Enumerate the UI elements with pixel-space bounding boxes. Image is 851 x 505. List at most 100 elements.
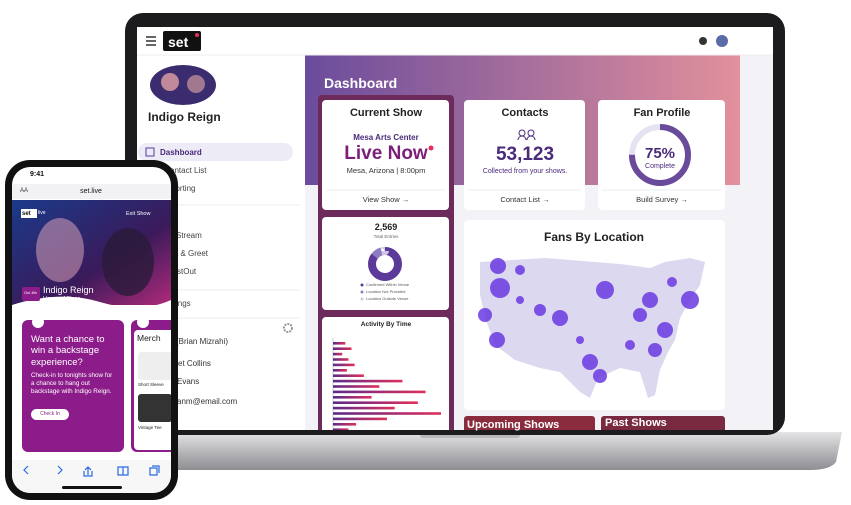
entries-total: 2,569 <box>374 222 398 232</box>
live-dot <box>428 145 434 151</box>
fan-percent: 75% <box>644 145 676 162</box>
contact-name: Evans <box>177 377 200 386</box>
activity-bar <box>333 412 441 415</box>
url-bar <box>12 184 171 199</box>
link[interactable]: Build Survey → <box>636 195 688 204</box>
artist-name: Indigo Reign <box>148 110 221 124</box>
card-title: Past Shows <box>605 417 667 429</box>
activity-bar <box>333 363 355 367</box>
activity-bar <box>333 342 346 345</box>
activity-bar <box>333 396 372 399</box>
legend-label: Confirmed Within Venue <box>366 282 410 287</box>
card-title: Upcoming Shows <box>467 419 560 431</box>
activity-bar <box>333 406 395 410</box>
card-title: Fan Profile <box>633 107 691 119</box>
activity-bar <box>333 428 349 430</box>
entries-label: Total Entries <box>373 234 399 239</box>
activity-bar <box>333 369 347 372</box>
nav-item[interactable]: ontact List <box>170 166 207 175</box>
home-indicator <box>62 486 122 489</box>
promo-icon <box>32 316 44 328</box>
map-bubbles <box>478 258 699 383</box>
activity-bar <box>333 401 418 404</box>
nav-icon <box>145 147 155 157</box>
card-title: Contacts <box>501 107 549 119</box>
logo-dot <box>195 33 199 37</box>
card <box>322 217 449 310</box>
fan-caption: Complete <box>645 163 675 170</box>
upcoming-card <box>464 416 595 430</box>
legend-label: Location Not Provided <box>366 289 406 294</box>
legend-swatch <box>360 297 364 301</box>
card <box>322 100 449 210</box>
phone-venue: House of Blues <box>43 296 81 302</box>
nav-item[interactable]: t & Greet <box>176 249 209 258</box>
card <box>598 100 725 210</box>
merch-item: Short Sleeve <box>138 382 164 387</box>
activity-bar <box>333 385 380 388</box>
activity-bar <box>333 390 426 394</box>
nav-item[interactable]: stOut <box>177 267 197 276</box>
ring-progress <box>629 124 691 186</box>
activity-bar <box>333 374 364 377</box>
contact-email: anm@email.com <box>177 397 238 406</box>
show-date: Oct 4th <box>24 290 37 295</box>
location: Mesa, Arizona | 8:00pm <box>346 166 426 175</box>
link[interactable]: Contact List → <box>500 195 550 204</box>
merch-icon <box>137 316 149 328</box>
user-icon <box>716 35 728 47</box>
page-title: Dashboard <box>324 75 398 91</box>
phone-logo: set <box>22 211 31 217</box>
phone-logo-suffix: live <box>38 210 46 216</box>
merch-title: Merch <box>137 333 161 343</box>
legend-swatch <box>360 283 364 287</box>
menu-icon <box>146 36 156 46</box>
merch-image <box>138 394 171 422</box>
exit-show[interactable]: Exit Show <box>126 211 151 217</box>
activity-bar <box>333 423 357 426</box>
promo-title: Want a chance to win a backstage experie… <box>31 334 105 368</box>
url[interactable]: set.live <box>80 188 102 195</box>
legend-swatch <box>360 290 364 294</box>
avatar-face <box>161 73 179 91</box>
merch-inner <box>134 330 171 450</box>
text-size[interactable]: AA <box>20 188 29 194</box>
legend-label: Location Outside Venue <box>366 296 409 301</box>
past-card <box>601 416 725 430</box>
hero-face <box>36 218 84 282</box>
help-icon <box>699 37 707 45</box>
link[interactable]: View Show → <box>362 195 410 204</box>
activity-bar <box>333 358 349 361</box>
hero-wave <box>12 296 171 320</box>
merch-item: Vintage Tee <box>138 425 162 430</box>
contact-name: et Collins <box>178 359 211 368</box>
activity-bar <box>333 352 343 356</box>
logo: set <box>168 34 189 50</box>
avatar-face <box>187 75 205 93</box>
settings-icon <box>283 323 293 333</box>
promo-body: Check-in to tonights show for a chance t… <box>31 372 113 396</box>
nav-item[interactable]: porting <box>171 184 196 193</box>
date-badge <box>22 287 40 301</box>
phone-artist: Indigo Reign <box>43 285 94 295</box>
map-title: Fans By Location <box>543 230 645 244</box>
activity-bar <box>333 417 387 421</box>
card-title: Current Show <box>349 107 423 119</box>
nav-item[interactable]: Stream <box>176 231 202 240</box>
contacts-value: 53,123 <box>495 144 555 165</box>
check-in-button[interactable] <box>31 409 69 420</box>
logo-box <box>163 31 201 51</box>
nav-item[interactable]: ings <box>176 299 191 308</box>
nav-active <box>138 143 293 161</box>
card <box>464 100 585 210</box>
check-in-label[interactable]: Check In <box>40 411 60 417</box>
toolbar-icons <box>23 465 160 477</box>
contacts-caption: Collected from your shows. <box>482 168 568 175</box>
status-time: 9:41 <box>30 171 45 178</box>
contacts-icon <box>517 129 536 141</box>
nav-item[interactable]: Dashboard <box>160 148 202 157</box>
